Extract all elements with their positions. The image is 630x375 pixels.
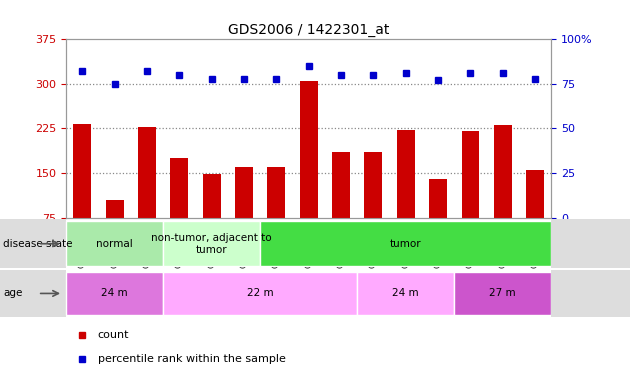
Bar [66, 272, 163, 315]
Bar [332, 152, 350, 217]
Text: disease state: disease state [3, 239, 72, 249]
Bar [551, 270, 630, 317]
Text: normal: normal [96, 239, 133, 249]
Bar [260, 221, 551, 266]
Bar [163, 221, 260, 266]
Bar [106, 200, 123, 217]
Bar [66, 221, 163, 266]
Bar [526, 170, 544, 217]
Text: 24 m: 24 m [101, 288, 128, 298]
Bar [365, 152, 382, 217]
Text: age: age [3, 288, 23, 298]
Bar [171, 158, 188, 218]
Text: tumor: tumor [390, 239, 421, 249]
Text: non-tumor, adjacent to
tumor: non-tumor, adjacent to tumor [151, 233, 272, 255]
Title: GDS2006 / 1422301_at: GDS2006 / 1422301_at [228, 23, 389, 37]
Text: count: count [98, 330, 129, 339]
Bar [397, 130, 415, 218]
Text: 22 m: 22 m [247, 288, 273, 298]
Bar [357, 272, 454, 315]
Bar [494, 126, 512, 218]
Text: percentile rank within the sample: percentile rank within the sample [98, 354, 285, 364]
Bar [74, 124, 91, 218]
Text: 27 m: 27 m [490, 288, 516, 298]
Bar [163, 272, 357, 315]
Bar [300, 81, 318, 218]
Bar [0, 270, 66, 317]
Bar [235, 167, 253, 218]
Bar [429, 179, 447, 218]
Bar [268, 167, 285, 218]
Bar [0, 219, 66, 268]
Bar [138, 127, 156, 218]
Bar [203, 174, 220, 217]
Bar [454, 272, 551, 315]
Bar [462, 131, 479, 218]
Bar [551, 219, 630, 268]
Text: 24 m: 24 m [392, 288, 419, 298]
